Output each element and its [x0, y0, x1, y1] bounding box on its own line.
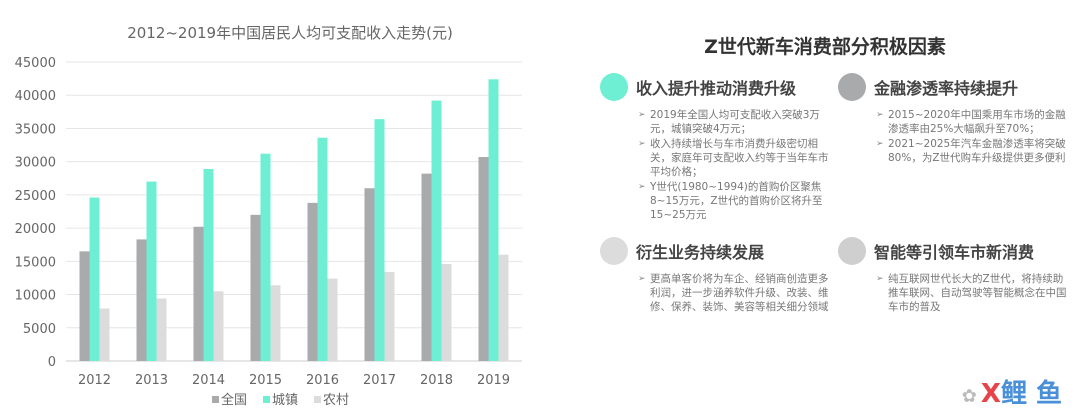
factor-dot-icon [838, 237, 866, 265]
legend-label: 农村 [323, 393, 349, 408]
y-tick-label: 40000 [15, 89, 56, 104]
bar-2012-农村 [99, 308, 110, 361]
x-tick-label: 2017 [363, 373, 396, 388]
y-tick-label: 15000 [15, 255, 56, 270]
arrow-bullet-icon: ➢ [638, 274, 646, 284]
factor-smart: 智能等引领车市新消费 ➢ 纯互联网世代长大的Z世代，将持续助推车联网、自动驾驶等智… [838, 236, 1073, 315]
bar-2019-农村 [498, 254, 509, 361]
wechat-icon: ✿ [961, 386, 977, 407]
factor-title: 智能等引领车市新消费 [874, 243, 1035, 262]
factor-item: ➢ 2015~2020年中国乘用车市场的金融渗透率由25%大幅飙升至70%； [876, 108, 1073, 136]
bar-2018-城镇 [431, 100, 442, 361]
factor-item: ➢ 收入持续增长与车市消费升级密切相关，家庭年可支配收入约等于当年车市平均价格； [638, 137, 835, 179]
bar-2018-全国 [421, 173, 432, 361]
factor-income: 收入提升推动消费升级 ➢ 2019年全国人均可支配收入突破3万元，城镇突破4万元；… [600, 72, 835, 223]
factor-item: ➢ 纯互联网世代长大的Z世代，将持续助推车联网、自动驾驶等智能概念在中国车市的普及 [876, 272, 1073, 314]
factor-item-text: 更高单客价将为车企、经销商创造更多利润，进一步涵养软件升级、改装、维修、保养、装… [650, 273, 829, 313]
income-bar-chart: 2012~2019年中国居民人均可支配收入走势(元) 0 5000 10000 1500… [15, 24, 522, 408]
arrow-bullet-icon: ➢ [638, 139, 646, 149]
chart-title: 2012~2019年中国居民人均可支配收入走势(元) [127, 24, 453, 42]
bar-2013-城镇 [146, 181, 157, 361]
factor-item: ➢ Y世代(1980~1994)的首购价区聚焦8~15万元，Z世代的首购价区将升至… [638, 180, 835, 222]
legend-swatch [314, 396, 321, 403]
arrow-bullet-icon: ➢ [876, 110, 884, 120]
watermark-x: X [980, 379, 1001, 409]
bar-2015-城镇 [260, 153, 271, 361]
legend-swatch [212, 396, 219, 403]
factor-title: 衍生业务持续发展 [636, 243, 765, 262]
bar-2016-农村 [327, 278, 338, 361]
arrow-bullet-icon: ➢ [638, 182, 646, 192]
bar-2017-全国 [364, 188, 375, 361]
factor-item-text: Y世代(1980~1994)的首购价区聚焦8~15万元，Z世代的首购价区将升至1… [650, 181, 823, 221]
bar-2019-城镇 [488, 79, 499, 361]
bar-2017-农村 [384, 271, 395, 361]
panel-title: Z世代新车消费部分积极因素 [704, 36, 946, 58]
y-tick-label: 35000 [15, 122, 56, 137]
arrow-bullet-icon: ➢ [876, 139, 884, 149]
x-tick-label: 2014 [192, 373, 225, 388]
factor-dot-icon [838, 73, 866, 101]
x-tick-label: 2015 [249, 373, 282, 388]
bar-2012-城镇 [89, 197, 100, 361]
legend-label: 全国 [221, 392, 247, 408]
y-tick-label: 5000 [23, 322, 56, 337]
x-tick-label: 2012 [78, 373, 111, 388]
bar-2015-农村 [270, 285, 281, 361]
y-tick-label: 45000 [15, 56, 56, 71]
factor-item-text: 纯互联网世代长大的Z世代，将持续助推车联网、自动驾驶等智能概念在中国车市的普及 [888, 273, 1067, 313]
y-tick-label: 20000 [15, 222, 56, 237]
income-chart-panel: 2012~2019年中国居民人均可支配收入走势(元) 0 5000 10000 1500… [15, 24, 522, 408]
bar-2019-全国 [478, 157, 489, 361]
bar-2013-农村 [156, 298, 167, 361]
factor-item-text: 2015~2020年中国乘用车市场的金融渗透率由25%大幅飙升至70%； [888, 109, 1066, 135]
factor-derivative: 衍生业务持续发展 ➢ 更高单客价将为车企、经销商创造更多利润，进一步涵养软件升级、… [600, 236, 835, 315]
factor-finance: 金融渗透率持续提升 ➢ 2015~2020年中国乘用车市场的金融渗透率由25%大幅… [838, 72, 1073, 166]
x-tick-label: 2016 [306, 373, 339, 388]
factor-item-text: 2019年全国人均可支配收入突破3万元，城镇突破4万元； [650, 109, 820, 135]
y-tick-label: 30000 [15, 156, 56, 171]
factors-panel: Z世代新车消费部分积极因素 收入提升推动消费升级 ➢ 2019年全国人均可支配收入… [590, 0, 1080, 416]
bar-2016-全国 [307, 202, 318, 361]
factor-item-text: 2021~2025年汽车金融渗透率将突破80%，为Z世代购车升级提供更多便利 [888, 138, 1066, 164]
bar-2017-城镇 [374, 119, 385, 362]
factor-dot-icon [600, 73, 628, 101]
factor-title: 收入提升推动消费升级 [636, 79, 797, 98]
factor-item: ➢ 2019年全国人均可支配收入突破3万元，城镇突破4万元； [638, 108, 835, 136]
bar-2014-全国 [193, 226, 204, 361]
factor-item: ➢ 2021~2025年汽车金融渗透率将突破80%，为Z世代购车升级提供更多便利 [876, 137, 1073, 165]
legend-label: 城镇 [272, 393, 298, 408]
factor-dot-icon [600, 237, 628, 265]
bar-2014-农村 [213, 291, 224, 361]
bar-2018-农村 [441, 263, 452, 361]
factor-title: 金融渗透率持续提升 [874, 79, 1019, 98]
arrow-bullet-icon: ➢ [638, 110, 646, 120]
watermark-logo: ✿ X鲤 鱼 [962, 373, 1062, 410]
y-tick-label: 0 [48, 355, 56, 370]
x-tick-label: 2018 [420, 373, 453, 388]
bar-2012-全国 [79, 251, 90, 361]
y-tick-label: 25000 [15, 189, 56, 204]
bar-2013-全国 [136, 239, 147, 361]
factor-item: ➢ 更高单客价将为车企、经销商创造更多利润，进一步涵养软件升级、改装、维修、保养、… [638, 272, 835, 314]
y-tick-label: 10000 [15, 289, 56, 304]
bar-2015-全国 [250, 214, 261, 361]
x-tick-label: 2013 [135, 373, 168, 388]
legend-swatch [263, 396, 270, 403]
x-tick-label: 2019 [477, 373, 510, 388]
bar-2014-城镇 [203, 168, 214, 361]
watermark-text: 鲤 鱼 [1000, 379, 1062, 409]
factor-item-text: 收入持续增长与车市消费升级密切相关，家庭年可支配收入约等于当年车市平均价格； [650, 138, 829, 178]
arrow-bullet-icon: ➢ [876, 274, 884, 284]
bar-2016-城镇 [317, 137, 328, 361]
